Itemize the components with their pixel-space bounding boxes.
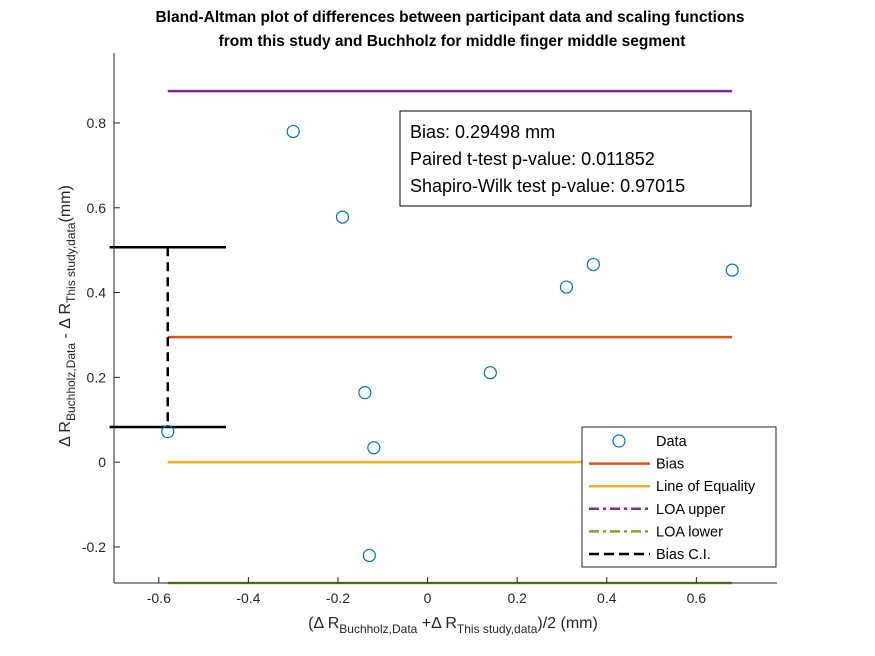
data-point [358,386,372,400]
data-point [367,441,381,455]
y-axis-label-suffix: (mm) [57,185,74,222]
legend-entry: LOA lower [589,524,723,540]
legend-entry: Data [612,434,688,450]
axes: -0.6 -0.4 -0.2 0 0.2 0.4 0.6 -0.2 0 0.2 0.4 0.6 0.8 [82,53,777,606]
legend-entry: Line of Equality [589,479,756,495]
data-point [335,210,350,224]
legend: Data Bias Line of Equality LOA upper LOA low… [581,426,777,568]
legend-entry: Bias C.I. [589,547,711,563]
x-axis-label: (Δ RBuchholz,Data +Δ RThis study,data)/2… [308,615,598,636]
stats-box-border [399,110,752,207]
legend-entry: LOA upper [589,502,725,518]
y-tick-label: 0.2 [87,369,107,385]
x-tick-label: -0.2 [326,590,350,606]
bias-confidence-interval [109,245,226,429]
data-point [362,548,376,563]
stats-annotation-box: Bias: 0.29498 mm Paired t-test p-value: … [399,110,752,207]
x-axis-label-middle: +Δ R [417,615,457,632]
x-axis-label-suffix: )/2 (mm) [537,615,597,632]
data-points [161,124,739,563]
x-tick-label: -0.4 [236,590,260,606]
data-point [483,366,497,380]
y-axis-label-sub-1: Buchholz,Data [64,343,78,421]
x-tick-label: 0.4 [597,590,617,606]
legend-label: LOA upper [656,502,725,518]
data-point [161,425,175,439]
y-axis-label: Δ RBuchholz,Data - Δ RThis study,data(mm… [57,185,78,447]
legend-entry: Bias [589,457,684,473]
y-tick-label: 0.6 [87,200,107,216]
legend-label: Bias C.I. [656,547,711,563]
legend-swatch-marker [612,434,626,448]
y-tick-label: 0.4 [87,285,107,301]
x-axis-label-sub-2: This study,data [457,622,538,636]
x-axis-label-prefix: (Δ R [308,615,339,632]
x-tick-label: -0.6 [147,590,171,606]
y-axis-label-prefix: Δ R [57,421,74,447]
data-point [725,263,739,277]
data-point [559,280,574,294]
legend-label: Data [656,434,688,450]
data-point [286,124,300,139]
y-tick-label: 0.8 [87,115,107,131]
legend-border [581,426,777,568]
x-tick-label: 0 [424,590,432,606]
chart-title-line-2: from this study and Buchholz for middle … [219,33,686,50]
y-tick-label: 0 [98,454,106,470]
y-tick-label: -0.2 [82,539,106,555]
x-tick-label: 0.2 [507,590,527,606]
data-point [586,257,600,272]
legend-label: Bias [656,457,684,473]
y-axis-label-middle: - Δ R [57,303,74,343]
legend-label: LOA lower [656,524,723,540]
y-axis-label-sub-2: This study,data [64,222,78,303]
legend-label: Line of Equality [656,479,756,495]
x-axis-label-sub-1: Buchholz,Data [339,622,417,636]
stats-shapiro-wilk: Shapiro-Wilk test p-value: 0.97015 [410,176,685,196]
chart-title-line-1: Bland-Altman plot of differences between… [155,9,744,26]
stats-bias: Bias: 0.29498 mm [410,122,555,142]
x-tick-label: 0.6 [687,590,707,606]
stats-t-test: Paired t-test p-value: 0.011852 [410,149,655,169]
